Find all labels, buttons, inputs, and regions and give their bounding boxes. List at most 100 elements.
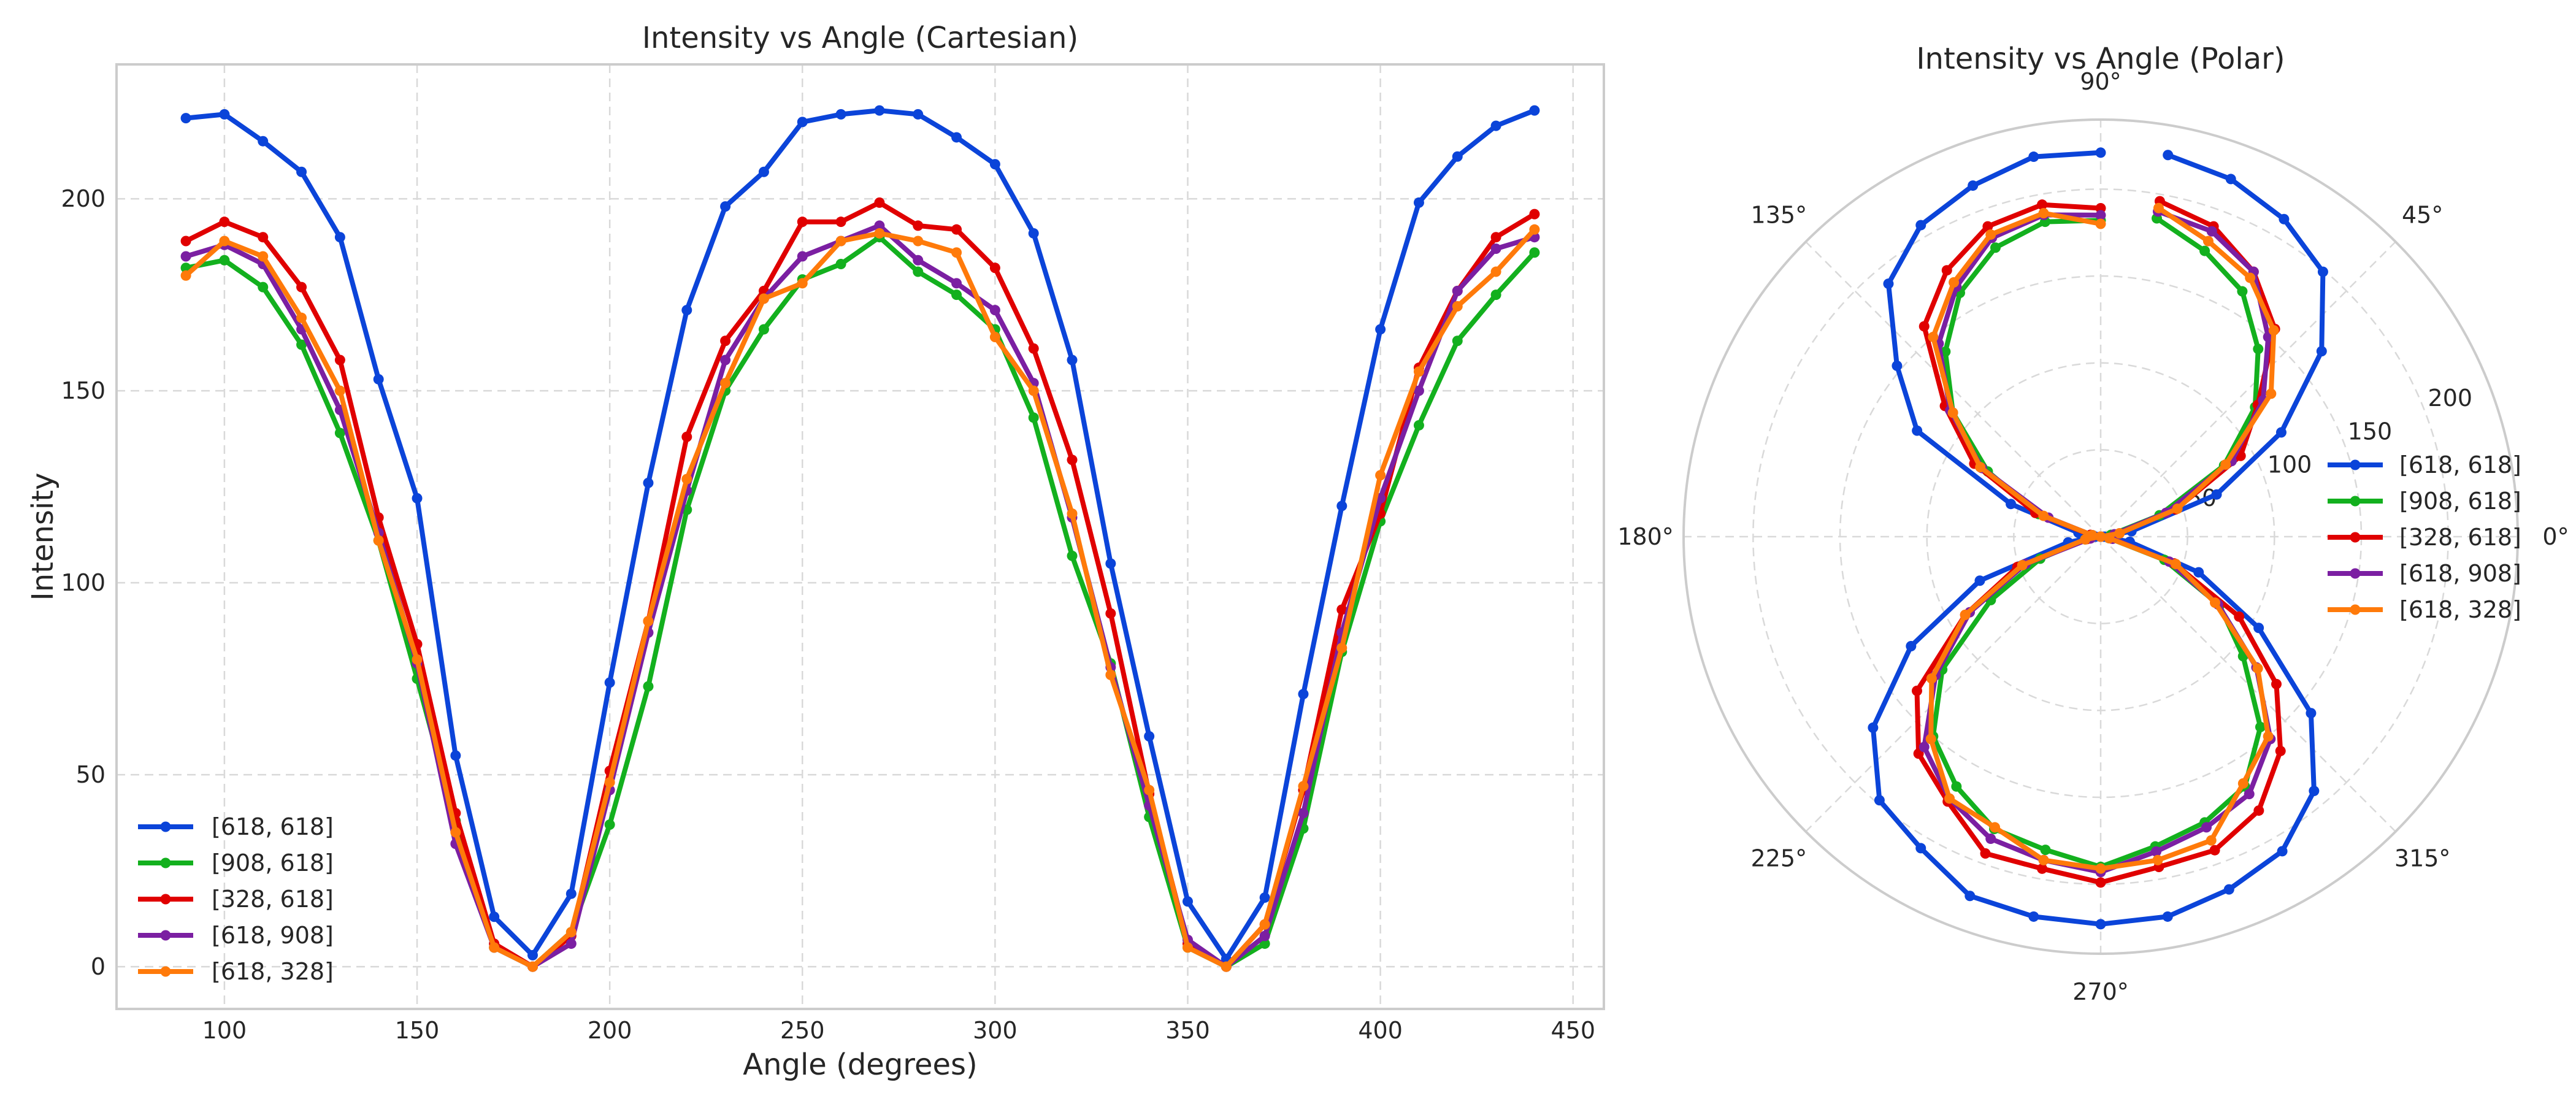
polar-data-point <box>2209 845 2220 856</box>
data-point <box>913 236 924 247</box>
data-point <box>681 473 692 485</box>
polar-series-line <box>1930 216 2263 870</box>
polar-legend-item: [908, 618] <box>2328 488 2521 515</box>
polar-data-point <box>1928 331 1939 342</box>
polar-data-point <box>1919 742 1930 753</box>
data-point <box>1413 197 1424 208</box>
data-point <box>951 289 962 301</box>
polar-data-point <box>2028 151 2039 163</box>
data-point <box>219 109 230 120</box>
legend-label: [908, 618] <box>2399 488 2521 515</box>
polar-data-point <box>2245 272 2256 283</box>
polar-data-point <box>2172 503 2183 514</box>
data-point <box>913 266 924 277</box>
data-point <box>1298 808 1309 819</box>
y-axis-label: Intensity <box>26 473 60 601</box>
legend-label: [328, 618] <box>212 886 334 913</box>
polar-data-point <box>1915 220 1926 231</box>
data-point <box>180 236 191 247</box>
x-tick-label: 350 <box>1165 1017 1210 1044</box>
polar-data-point <box>2206 835 2217 846</box>
theta-tick-label: 225° <box>1751 845 1807 872</box>
polar-data-point <box>2252 663 2263 674</box>
data-point <box>758 324 769 335</box>
data-point <box>565 888 577 899</box>
data-point <box>1490 266 1501 277</box>
data-point <box>373 374 384 385</box>
theta-tick-label: 135° <box>1751 201 1807 228</box>
polar-data-point <box>1915 843 1926 854</box>
series-[618, 618] <box>180 105 1540 965</box>
data-point <box>1067 355 1078 366</box>
data-point <box>527 961 538 972</box>
r-tick-label: 200 <box>2428 385 2473 412</box>
data-point <box>1413 420 1424 431</box>
polar-data-point <box>2306 708 2317 719</box>
polar-data-point <box>2038 510 2049 521</box>
data-point <box>565 927 577 938</box>
legend-marker <box>160 857 171 868</box>
polar-data-point <box>2237 778 2248 789</box>
data-point <box>489 942 500 953</box>
polar-legend-item: [618, 908] <box>2328 560 2521 587</box>
data-point <box>1452 151 1463 162</box>
x-tick-label: 150 <box>395 1017 440 1044</box>
r-grid-ring <box>1752 188 2449 885</box>
polar-data-point <box>1868 722 1879 733</box>
data-point <box>604 677 615 688</box>
series-line <box>183 108 1537 962</box>
polar-chart: Intensity vs Angle (Polar)501001502000°4… <box>1617 42 2569 1005</box>
polar-data-point <box>2223 884 2234 895</box>
data-point <box>797 251 808 262</box>
legend-label: [618, 618] <box>212 813 334 840</box>
data-point <box>720 335 731 347</box>
polar-data-point <box>2309 786 2320 797</box>
legend-marker <box>2350 604 2361 615</box>
polar-data-point <box>1883 278 1894 289</box>
legend-marker <box>160 821 171 832</box>
data-point <box>989 331 1000 342</box>
data-point <box>951 278 962 289</box>
polar-data-point <box>2095 147 2106 158</box>
theta-tick-label: 315° <box>2394 845 2451 872</box>
polar-data-point <box>2037 863 2048 874</box>
polar-data-point <box>1990 242 2001 253</box>
data-point <box>1259 892 1270 903</box>
polar-data-point <box>2255 721 2266 732</box>
polar-data-point <box>1980 848 1991 859</box>
polar-series-line <box>1914 199 2283 885</box>
data-point <box>913 255 924 266</box>
legend-item: [618, 328] <box>138 958 334 985</box>
y-tick-label: 100 <box>61 569 105 596</box>
polar-data-point <box>1911 685 1922 696</box>
legend-item: [328, 618] <box>138 886 334 913</box>
legend-label: [618, 328] <box>2399 596 2521 623</box>
data-point <box>1375 470 1386 481</box>
data-point <box>296 166 307 177</box>
data-point <box>1413 385 1424 396</box>
data-point <box>835 109 846 120</box>
data-point <box>1336 500 1347 512</box>
polar-data-point <box>2206 226 2217 237</box>
data-point <box>1183 896 1194 907</box>
data-point <box>1529 247 1540 258</box>
polar-series-line <box>1922 209 2273 875</box>
data-point <box>1490 120 1501 131</box>
polar-data-point <box>2234 611 2245 622</box>
legend-label: [618, 328] <box>212 958 334 985</box>
polar-data-point <box>1960 610 1971 620</box>
data-point <box>258 232 269 243</box>
data-point <box>1067 454 1078 466</box>
data-point <box>643 477 654 488</box>
data-point <box>180 251 191 262</box>
polar-data-point <box>1990 822 2001 833</box>
x-tick-label: 450 <box>1551 1017 1595 1044</box>
polar-data-point <box>1949 277 1960 288</box>
polar-data-point <box>2317 266 2328 277</box>
series-[618, 328] <box>180 224 1540 972</box>
polar-data-point <box>2038 854 2049 865</box>
data-point <box>797 117 808 128</box>
polar-legend-item: [328, 618] <box>2328 524 2521 551</box>
theta-tick-label: 0° <box>2542 523 2569 550</box>
